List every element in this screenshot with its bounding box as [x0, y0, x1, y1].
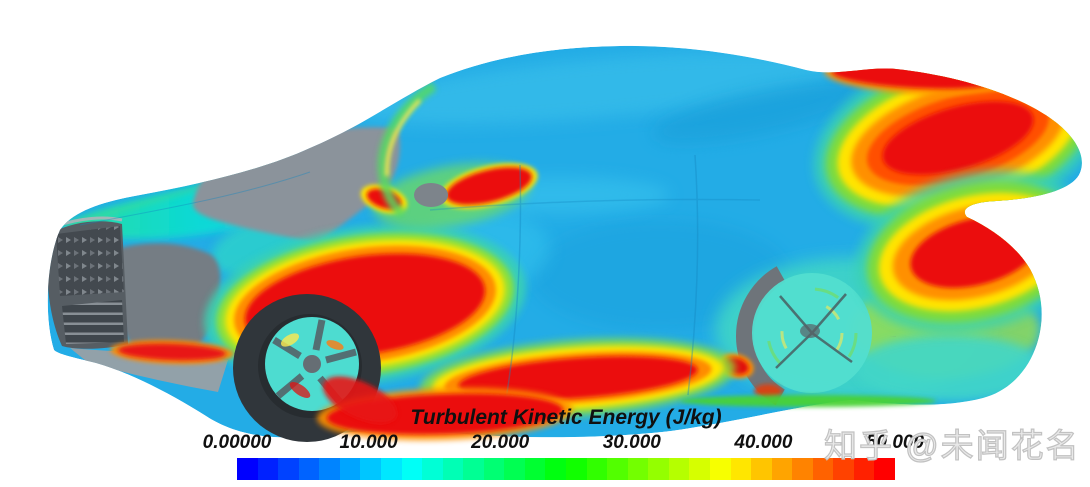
colorbar-segment	[689, 458, 710, 480]
colorbar-segment	[812, 458, 834, 480]
colorbar-segment	[504, 458, 525, 480]
colorbar-segment	[874, 458, 895, 480]
colorbar-segment	[607, 458, 628, 480]
colorbar-segment	[792, 458, 813, 480]
rear-wheel-spokes	[775, 293, 853, 369]
colorbar-segment	[730, 458, 752, 480]
colorbar-tick-label: 20.000	[471, 432, 530, 453]
colorbar-segment	[401, 458, 423, 480]
colorbar-segment	[237, 458, 258, 480]
colorbar-segment	[668, 458, 690, 480]
colorbar-segment	[278, 458, 299, 480]
front-bumper-corner-gray	[117, 243, 221, 358]
colorbar-segment	[709, 458, 731, 480]
colorbar-segment	[524, 458, 546, 480]
colorbar-tick-label: 30.000	[602, 432, 661, 453]
colorbar-segment	[627, 458, 649, 480]
mirror-housing	[414, 183, 448, 207]
colorbar-segment	[771, 458, 793, 480]
ground-tke-streak	[680, 395, 936, 407]
colorbar-segment	[586, 458, 608, 480]
colorbar-segment	[380, 458, 402, 480]
colorbar-segment	[483, 458, 505, 480]
colorbar-ticks: 0.00000 10.000 20.000 30.000 40.000 50.000	[203, 432, 924, 456]
panel-gap-lines	[79, 154, 761, 406]
colorbar-segment	[853, 458, 875, 480]
high-tke-region-rocker	[420, 338, 736, 418]
rear-wheel	[718, 256, 896, 416]
colorbar-tick-label: 50.000	[865, 432, 925, 453]
colorbar-segment	[545, 458, 566, 480]
colorbar-tick-label: 0.00000	[202, 432, 272, 453]
colorbar-segment	[463, 458, 484, 480]
colorbar-segment	[648, 458, 669, 480]
colorbar-tick-label: 10.000	[339, 432, 398, 453]
colorbar-segments	[237, 458, 895, 480]
colorbar-segment	[566, 458, 587, 480]
side-mirror-region	[360, 163, 538, 229]
colorbar-segment	[339, 458, 361, 480]
front-grille	[47, 216, 228, 392]
colorbar-tick-label: 40.000	[734, 432, 793, 453]
colorbar-segment	[257, 458, 279, 480]
colorbar-segment	[319, 458, 340, 480]
a-pillar-tke-streak	[377, 81, 437, 219]
colorbar-segment	[298, 458, 320, 480]
colorbar-segment	[751, 458, 772, 480]
colorbar-segment	[360, 458, 381, 480]
high-tke-under-bumper	[110, 339, 234, 365]
watermark-text: 知乎 @未闻花名	[823, 426, 1081, 464]
colorbar-title: Turbulent Kinetic Energy (J/kg)	[410, 406, 722, 429]
colorbar-segment	[422, 458, 443, 480]
high-tke-wheel-splash	[322, 376, 398, 424]
colorbar-segment	[442, 458, 464, 480]
colorbar-segment	[833, 458, 854, 480]
